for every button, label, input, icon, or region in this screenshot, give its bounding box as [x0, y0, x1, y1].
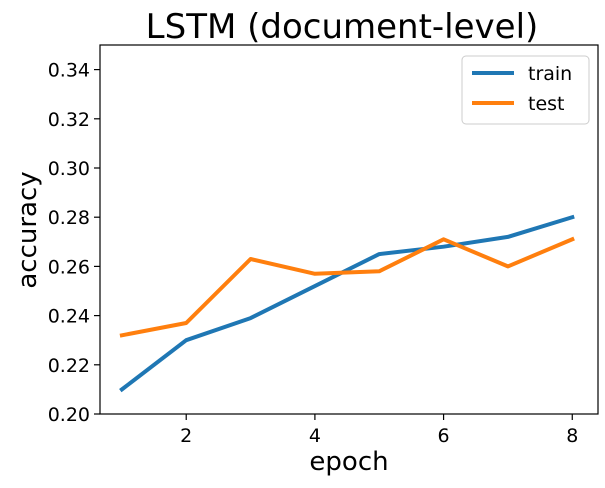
x-axis-ticks: 2 4 6 8: [180, 414, 578, 447]
y-axis-label: accuracy: [13, 171, 43, 288]
x-axis-label: epoch: [309, 447, 388, 477]
legend-label-test: test: [528, 93, 565, 115]
x-tick-label: 2: [180, 425, 192, 447]
x-tick-label: 6: [438, 425, 450, 447]
chart-title: LSTM (document-level): [146, 7, 539, 47]
y-tick-label: 0.34: [48, 60, 90, 82]
plot-area-frame: [99, 44, 599, 415]
y-axis-ticks: 0.20 0.22 0.24 0.26 0.28 0.30 0.32 0.34: [48, 60, 100, 426]
legend-label-train: train: [528, 63, 572, 85]
y-tick-label: 0.20: [48, 404, 90, 426]
x-tick-label: 4: [309, 425, 321, 447]
y-tick-label: 0.22: [48, 355, 90, 377]
y-tick-label: 0.32: [48, 109, 90, 131]
x-tick-label: 8: [566, 425, 578, 447]
series-lines: [119, 214, 575, 393]
legend: train test: [461, 55, 590, 125]
y-tick-label: 0.26: [48, 256, 90, 278]
y-tick-label: 0.30: [48, 158, 90, 180]
y-tick-label: 0.24: [48, 306, 90, 328]
series-line-train: [119, 214, 575, 393]
y-tick-label: 0.28: [48, 207, 90, 229]
series-line-test: [119, 236, 575, 338]
